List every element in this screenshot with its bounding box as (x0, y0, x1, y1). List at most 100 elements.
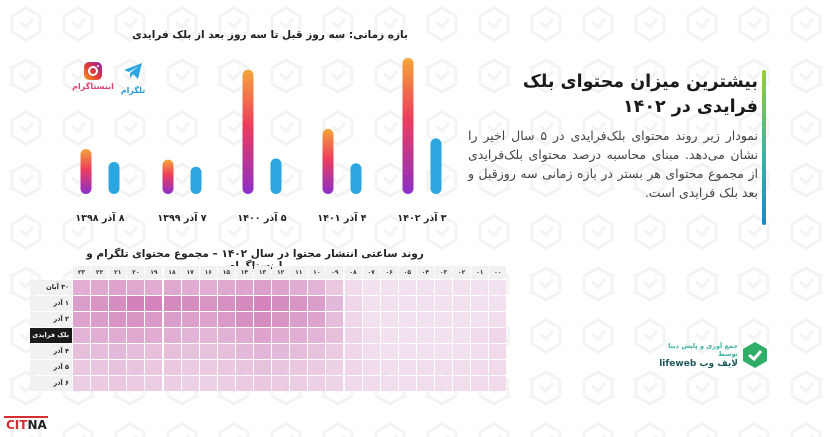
heatmap-cell-6-18 (398, 376, 416, 391)
heatmap-cell-3-12 (290, 328, 308, 343)
heatmap-cell-5-5 (163, 360, 181, 375)
accent-bar (762, 70, 766, 225)
heatmap-col-label-8: ۱۵ (217, 266, 235, 279)
heatmap-cell-2-0 (73, 312, 91, 327)
heatmap-row-label-3: بلک فرایدی (30, 328, 72, 343)
info-body: نمودار زیر روند محتوای بلک‌فرایدی در ۵ س… (468, 128, 758, 200)
bar-instagram-1 (162, 159, 174, 194)
heatmap-cell-6-14 (326, 376, 344, 391)
heatmap-cell-3-20 (435, 328, 453, 343)
heatmap-cell-4-16 (362, 344, 380, 359)
brand-tagline: جمع آوری و پایش دیتا توسط (668, 342, 738, 358)
heatmap-col-label-10: ۱۳ (254, 266, 272, 279)
heatmap-cell-0-15 (344, 280, 362, 295)
heatmap-col-label-4: ۱۹ (145, 266, 163, 279)
heatmap-cell-1-10 (254, 296, 272, 311)
heatmap-cell-3-5 (163, 328, 181, 343)
heatmap-cell-0-8 (217, 280, 235, 295)
heatmap-cell-6-16 (362, 376, 380, 391)
heatmap-cell-5-21 (453, 360, 471, 375)
heatmap-cell-5-20 (435, 360, 453, 375)
heatmap-cell-3-0 (73, 328, 91, 343)
heatmap-col-label-20: ۰۳ (435, 266, 453, 279)
heatmap-cell-0-13 (308, 280, 326, 295)
heatmap-col-label-21: ۰۲ (453, 266, 471, 279)
heatmap-cell-4-18 (398, 344, 416, 359)
bar-category-label-2: ۵ آذر ۱۴۰۰ (237, 211, 286, 224)
heatmap-cell-4-10 (254, 344, 272, 359)
heatmap-cell-6-12 (290, 376, 308, 391)
heatmap-cell-0-7 (199, 280, 217, 295)
heatmap-cell-6-8 (217, 376, 235, 391)
heatmap-cell-5-1 (91, 360, 109, 375)
heatmap-col-label-22: ۰۱ (471, 266, 489, 279)
heatmap-cell-2-11 (272, 312, 290, 327)
bar-category-label-4: ۳ آذر ۱۴۰۲ (397, 211, 446, 224)
heatmap-cell-2-19 (416, 312, 434, 327)
heatmap-cell-0-5 (163, 280, 181, 295)
heatmap-cell-4-9 (235, 344, 253, 359)
heatmap-cell-1-21 (453, 296, 471, 311)
info-panel: بیشترین میزان محتوای بلک فرایدی در ۱۴۰۲ … (468, 70, 758, 202)
bar-telegram-1 (190, 166, 202, 194)
heatmap-cell-0-20 (435, 280, 453, 295)
heatmap-cell-3-17 (380, 328, 398, 343)
bar-instagram-4 (402, 57, 414, 194)
heatmap-cell-4-17 (380, 344, 398, 359)
heatmap-cell-1-11 (272, 296, 290, 311)
heatmap-cell-0-16 (362, 280, 380, 295)
instagram-icon (84, 62, 102, 80)
heatmap-cell-4-21 (453, 344, 471, 359)
heatmap-cell-0-23 (489, 280, 507, 295)
heatmap-cell-3-15 (344, 328, 362, 343)
heatmap-cell-6-2 (109, 376, 127, 391)
heatmap-cell-2-14 (326, 312, 344, 327)
telegram-icon (124, 63, 142, 79)
watermark-bar (4, 416, 48, 418)
heatmap-col-label-15: ۰۸ (344, 266, 362, 279)
heatmap-cell-5-12 (290, 360, 308, 375)
heatmap-cell-4-2 (109, 344, 127, 359)
bar-telegram-3 (350, 163, 362, 194)
bar-telegram-4 (430, 138, 442, 194)
heatmap-cell-1-17 (380, 296, 398, 311)
heatmap-cell-2-9 (235, 312, 253, 327)
heatmap-cell-6-22 (471, 376, 489, 391)
heatmap-cell-6-21 (453, 376, 471, 391)
heatmap-cell-3-8 (217, 328, 235, 343)
heatmap-cell-2-4 (145, 312, 163, 327)
heatmap-col-label-23: ۰۰ (489, 266, 507, 279)
heatmap-col-label-3: ۲۰ (127, 266, 145, 279)
heatmap-cell-3-6 (181, 328, 199, 343)
heatmap-cell-0-3 (127, 280, 145, 295)
bar-chart-title: بازه زمانی: سه روز قبل تا سه روز بعد از … (132, 29, 408, 41)
heatmap-cell-0-1 (91, 280, 109, 295)
heatmap-cell-3-9 (235, 328, 253, 343)
heatmap-cell-0-4 (145, 280, 163, 295)
heatmap-cell-3-11 (272, 328, 290, 343)
heatmap-cell-4-13 (308, 344, 326, 359)
heatmap-cell-0-22 (471, 280, 489, 295)
heatmap-cell-5-4 (145, 360, 163, 375)
heatmap-cell-0-0 (73, 280, 91, 295)
heatmap-cell-2-13 (308, 312, 326, 327)
bar-category-label-3: ۴ آذر ۱۴۰۱ (317, 211, 366, 224)
info-title: بیشترین میزان محتوای بلک فرایدی در ۱۴۰۲ (522, 72, 758, 117)
heatmap-cell-5-13 (308, 360, 326, 375)
heatmap-cell-4-8 (217, 344, 235, 359)
heatmap-cell-2-1 (91, 312, 109, 327)
heatmap-cell-1-20 (435, 296, 453, 311)
heatmap-cell-1-3 (127, 296, 145, 311)
heatmap-cell-0-17 (380, 280, 398, 295)
heatmap-cell-6-1 (91, 376, 109, 391)
heatmap-cell-1-14 (326, 296, 344, 311)
heatmap-cell-3-19 (416, 328, 434, 343)
heatmap-cell-0-10 (254, 280, 272, 295)
heatmap-cell-2-23 (489, 312, 507, 327)
heatmap-cell-1-23 (489, 296, 507, 311)
heatmap-cell-1-22 (471, 296, 489, 311)
heatmap-cell-3-2 (109, 328, 127, 343)
heatmap-cell-5-19 (416, 360, 434, 375)
heatmap-col-label-12: ۱۱ (290, 266, 308, 279)
